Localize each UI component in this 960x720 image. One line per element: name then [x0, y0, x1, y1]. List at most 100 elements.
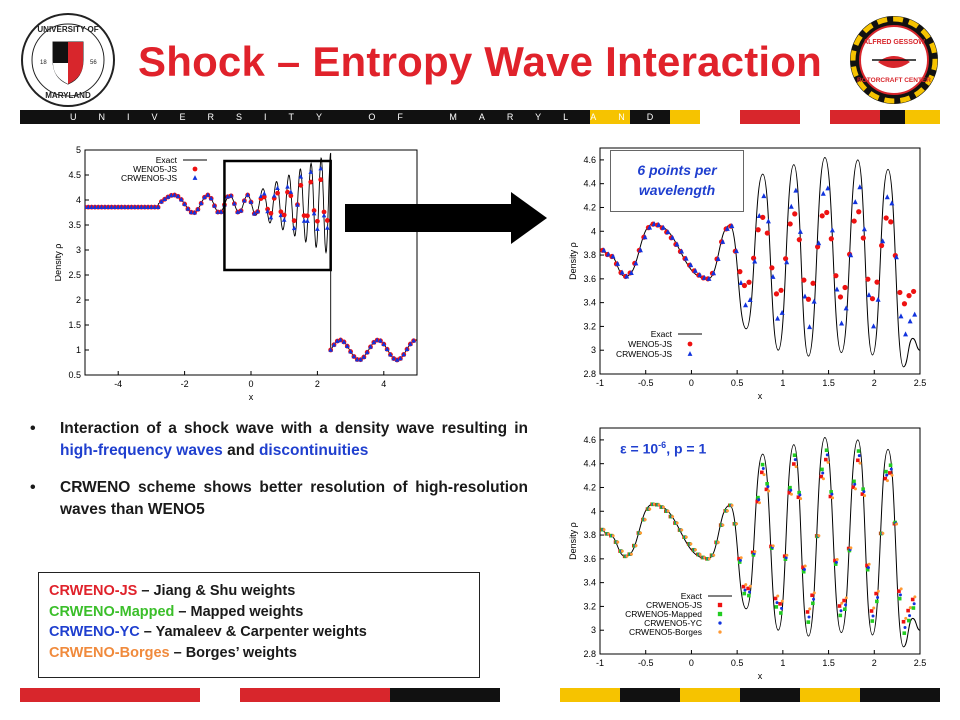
crweno5-js-point: [162, 196, 167, 202]
crweno5-borges-point: [739, 556, 743, 560]
crweno5-mapped-point: [843, 607, 847, 612]
crweno5-js-point: [195, 206, 201, 212]
crweno5-js-point: [729, 223, 735, 229]
y-axis-label: Density ρ: [55, 244, 63, 282]
y-tick-label: 4.2: [583, 482, 596, 492]
crweno5-js-point: [674, 241, 680, 247]
weno5-js-point: [741, 282, 748, 289]
crweno5-js-point: [228, 193, 234, 198]
legend-label: Exact: [156, 155, 178, 165]
plot-area: [600, 437, 920, 648]
crweno5-js-point: [884, 194, 890, 200]
crweno5-borges-point: [881, 531, 885, 535]
crweno5-mapped-point: [806, 620, 811, 624]
legend-label: CRWENO5-JS: [616, 349, 672, 359]
crweno5-js-point: [901, 619, 906, 624]
crweno5-borges-point: [693, 548, 697, 552]
crweno5-borges-point: [771, 544, 775, 548]
crweno5-yc-point: [798, 493, 802, 497]
crweno5-mapped-point: [774, 605, 779, 609]
crweno5-yc-point: [834, 560, 838, 564]
crweno5-yc-point: [844, 603, 848, 607]
crweno5-js-point: [819, 474, 824, 479]
crweno5-js-point: [301, 218, 307, 223]
weno5-js-point: [801, 277, 807, 283]
crweno5-yc-point: [766, 485, 770, 489]
plot-area: [600, 157, 920, 368]
crweno5-borges-point: [716, 540, 720, 544]
weno5-js-point: [783, 256, 789, 262]
crweno5-js-point: [792, 462, 796, 466]
crweno5-borges-point: [872, 606, 876, 610]
svg-text:UNIVERSITY OF: UNIVERSITY OF: [37, 25, 98, 34]
crweno5-js-point: [755, 499, 760, 504]
weno5-js-point: [860, 235, 866, 241]
crweno5-js-point: [205, 192, 211, 197]
density-chart-zoom-weight-comparison: -1 -0.5 0 0.5 1 1.5 2 2.5 2.8 3 3.2 3.4 3.6 3.8 4 4.2 4.…: [568, 427, 927, 681]
crweno5-js-point: [185, 206, 191, 211]
weno5-js-point: [796, 237, 802, 243]
crweno5-mapped-point: [911, 606, 916, 610]
crweno5-js-point: [843, 305, 849, 311]
crweno5-yc-point: [889, 467, 893, 471]
crweno5-js-point: [192, 210, 197, 215]
crweno5-borges-point: [671, 515, 675, 519]
weno5-js-point: [824, 209, 830, 216]
crweno5-js-point: [665, 229, 671, 235]
x-tick-label: 2.5: [914, 378, 927, 388]
y-tick-label: 3.6: [583, 274, 596, 284]
bullet-crweno-resolution: CRWENO scheme shows better resolution of…: [28, 477, 528, 521]
crweno5-js-point: [308, 169, 314, 174]
crweno5-js-point: [692, 267, 698, 273]
y-tick-label: 4.6: [583, 155, 596, 165]
legend-label: CRWENO5-JS: [646, 600, 702, 610]
crweno5-yc-point: [839, 609, 843, 613]
crweno5-js-point: [384, 346, 390, 352]
weno5-js-point: [773, 291, 780, 297]
crweno5-js-point: [159, 199, 164, 204]
bullet-shock-interaction: Interaction of a shock wave with a densi…: [28, 418, 528, 462]
legend-marker: [718, 621, 722, 625]
x-tick-label: -1: [596, 378, 604, 388]
y-tick-label: 4.4: [583, 179, 596, 189]
crweno5-js-point: [288, 189, 294, 194]
crweno5-mapped-point: [788, 485, 792, 490]
crweno5-borges-point: [643, 518, 647, 522]
crweno5-js-point: [321, 212, 327, 218]
crweno5-borges-point: [831, 496, 835, 500]
crweno5-borges-point: [890, 473, 894, 477]
crweno5-borges-point: [849, 546, 853, 550]
crweno5-js-point: [775, 315, 781, 321]
crweno5-js-point: [760, 470, 764, 475]
crweno5-yc-point: [784, 556, 788, 560]
crweno5-borges-point: [680, 528, 684, 532]
x-tick-label: -2: [181, 379, 189, 389]
x-tick-label: -1: [596, 658, 604, 668]
crweno5-mapped-point: [756, 495, 760, 500]
y-axis-label: Density ρ: [568, 242, 578, 280]
points-per-wavelength-label: 6 points per wavelength: [610, 150, 744, 212]
crweno5-yc-point: [743, 588, 747, 592]
y-tick-label: 2.8: [583, 369, 596, 379]
crweno5-borges-point: [620, 549, 624, 553]
crweno5-yc-point: [898, 593, 902, 597]
crweno5-mapped-point: [897, 596, 902, 601]
crweno5-mapped-point: [811, 601, 815, 606]
crweno5-yc-point: [885, 473, 889, 477]
crweno5-js-point: [318, 166, 324, 171]
crweno5-js-point: [829, 227, 835, 233]
weno5-js-point: [787, 221, 793, 227]
crweno5-borges-point: [602, 528, 606, 532]
crweno5-mapped-point: [747, 593, 751, 598]
crweno5-js-point: [802, 293, 808, 299]
weno5-js-point: [792, 211, 798, 217]
legend-marker: [687, 341, 693, 347]
x-tick-label: 2.5: [914, 658, 927, 668]
weno5-js-point: [874, 279, 880, 285]
crweno5-js-point: [178, 196, 184, 202]
weno5-js-point: [318, 177, 324, 183]
crweno5-js-point: [865, 563, 869, 568]
x-tick-label: 1: [780, 658, 785, 668]
crweno5-js-point: [265, 208, 270, 214]
weno5-js-point: [851, 218, 857, 224]
